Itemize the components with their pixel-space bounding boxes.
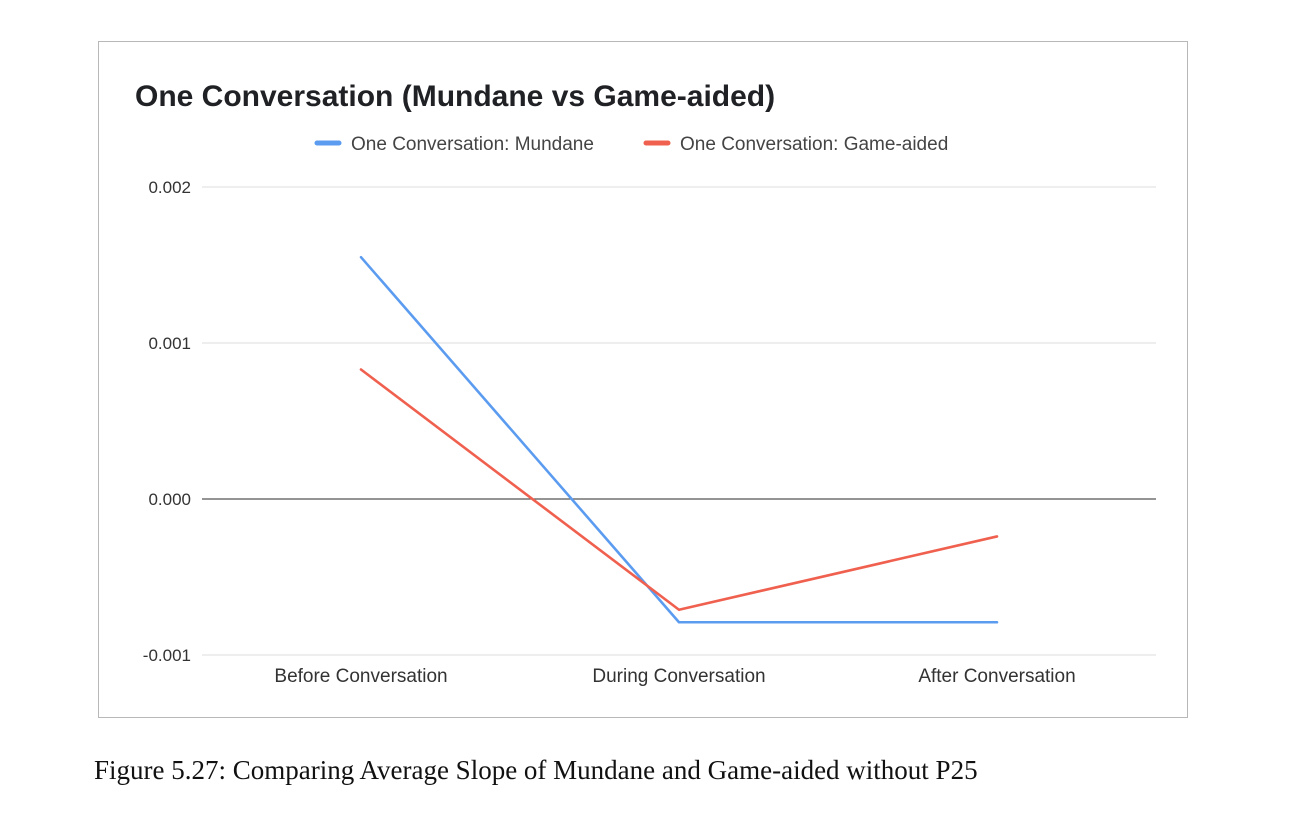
y-axis-ticks: -0.001 0.000 0.001 0.002 xyxy=(143,178,191,665)
y-tick-label: -0.001 xyxy=(143,646,191,665)
y-tick-label: 0.000 xyxy=(148,490,191,509)
y-tick-label: 0.002 xyxy=(148,178,191,197)
series-lines xyxy=(359,255,999,624)
x-axis-categories: Before Conversation During Conversation Af… xyxy=(274,666,1075,687)
x-category-label: Before Conversation xyxy=(274,666,447,687)
x-category-label: After Conversation xyxy=(918,666,1075,687)
series-line-mundane xyxy=(359,255,999,624)
chart-frame: One Conversation (Mundane vs Game-aided)… xyxy=(98,41,1188,718)
series-line-game-aided xyxy=(359,368,999,612)
legend: One Conversation: Mundane One Conversatio… xyxy=(314,134,948,155)
figure-caption: Figure 5.27: Comparing Average Slope of … xyxy=(94,755,978,785)
line-chart: One Conversation (Mundane vs Game-aided)… xyxy=(135,80,1156,687)
legend-label: One Conversation: Mundane xyxy=(351,134,594,155)
y-tick-label: 0.001 xyxy=(148,334,191,353)
chart-title: One Conversation (Mundane vs Game-aided) xyxy=(135,80,775,113)
gridlines xyxy=(202,186,1156,656)
x-category-label: During Conversation xyxy=(592,666,765,687)
legend-label: One Conversation: Game-aided xyxy=(680,134,948,155)
